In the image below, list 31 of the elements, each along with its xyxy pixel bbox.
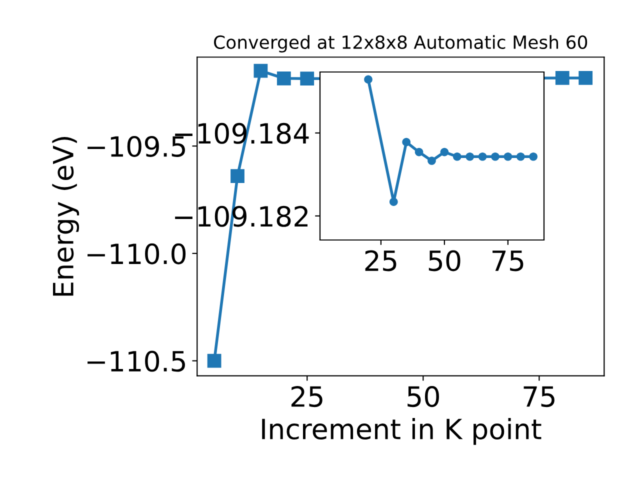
x-tick-label: 75 [524, 386, 554, 408]
x-tick-label: 50 [408, 386, 439, 408]
x-tick-label: 75 [492, 250, 524, 272]
point [555, 71, 570, 85]
point [466, 152, 474, 161]
point [529, 152, 538, 161]
x-axis-title: Increment in K point [262, 418, 542, 445]
x-tick-label: 25 [291, 386, 322, 408]
point [504, 152, 512, 161]
y-tick-label: −110.0 [88, 243, 186, 264]
point [452, 152, 462, 161]
point [300, 72, 314, 86]
point [478, 152, 487, 161]
point [402, 138, 411, 146]
point [428, 156, 436, 165]
y-tick-label: −110.5 [88, 350, 185, 372]
point [491, 152, 500, 161]
chart-title: Converged at 12x8x8 Automatic Mesh 60 [214, 35, 588, 53]
point [516, 152, 525, 161]
point [389, 198, 398, 206]
x-tick-label: 25 [365, 250, 396, 272]
point [254, 64, 268, 78]
x-tick-label: 50 [428, 250, 460, 272]
point [440, 148, 449, 156]
point [207, 354, 222, 368]
y-axis-title: Energy (eV) [52, 136, 80, 296]
point [578, 71, 593, 85]
point [230, 169, 244, 184]
point [276, 71, 291, 86]
point [414, 148, 424, 156]
point [364, 75, 372, 84]
